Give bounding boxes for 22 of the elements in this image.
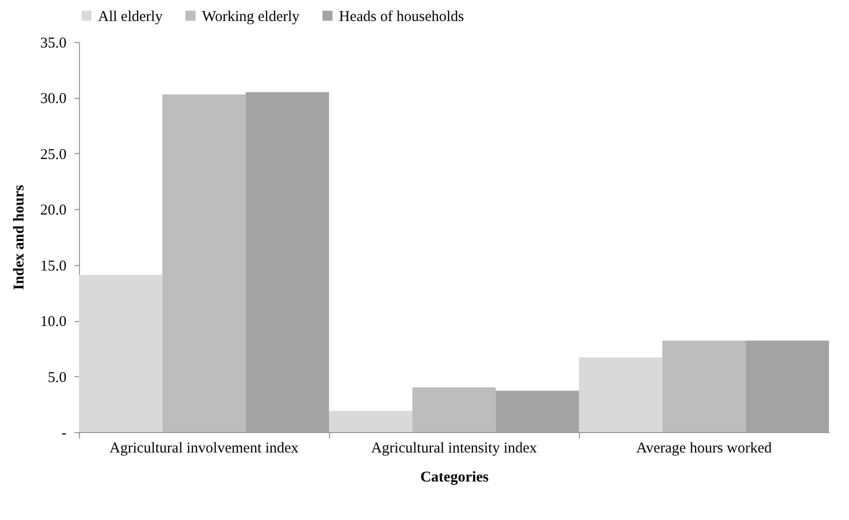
bar xyxy=(329,410,412,432)
bar xyxy=(162,94,246,432)
y-tick-label: 10.0 xyxy=(40,314,66,330)
bar xyxy=(412,387,496,432)
bar xyxy=(79,274,162,432)
x-tick-label: Agricultural involvement index xyxy=(109,440,300,456)
bar xyxy=(662,340,746,432)
y-tick-label: 20.0 xyxy=(40,202,66,219)
legend-label: Working elderly xyxy=(202,8,300,25)
y-tick-label: 30.0 xyxy=(40,91,66,108)
legend-label: All elderly xyxy=(98,8,164,25)
x-tick-label: Agricultural intensity index xyxy=(371,440,538,456)
y-tick-label: 15.0 xyxy=(40,258,66,274)
x-axis-title: Categories xyxy=(420,470,489,486)
bar xyxy=(579,357,662,432)
y-tick-label: 5.0 xyxy=(48,370,66,386)
y-tick-label: 35.0 xyxy=(40,36,66,52)
y-tick-label: - xyxy=(62,426,66,442)
x-tick-label: Average hours worked xyxy=(636,440,772,456)
y-tick-label: 25.0 xyxy=(40,146,66,163)
y-axis-title: Index and hours xyxy=(11,184,28,290)
legend-label: Heads of households xyxy=(339,8,464,25)
